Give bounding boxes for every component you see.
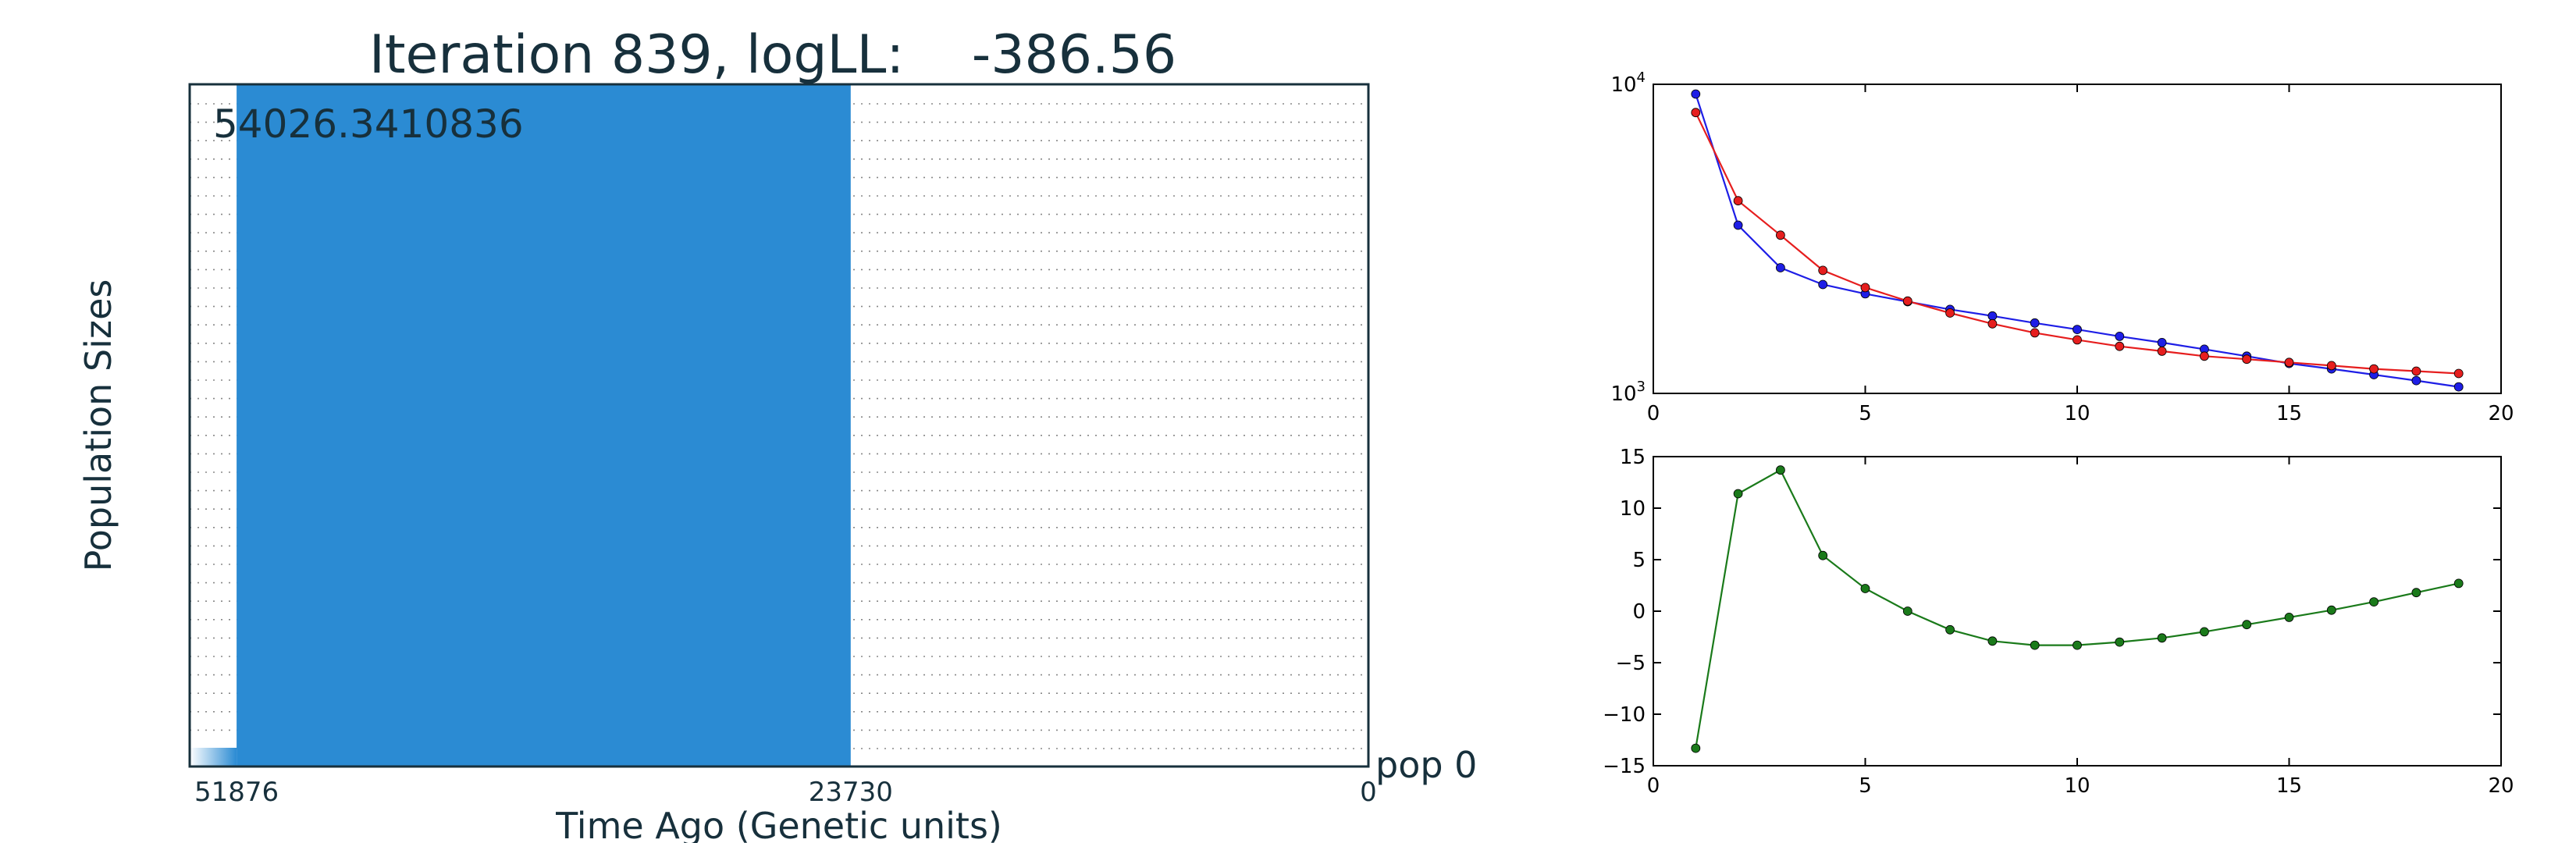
data-point-green xyxy=(2242,620,2252,630)
x-tick-label: 5 xyxy=(1859,402,1872,425)
data-point-green xyxy=(2157,633,2167,643)
data-point-red xyxy=(2030,328,2040,338)
data-point-green xyxy=(2030,640,2040,650)
diff-chart: 0 5 10 15 20 15 10 5 0 −5 −10 −15 xyxy=(1603,446,2514,798)
data-point-red xyxy=(2326,361,2336,371)
data-point-red xyxy=(2242,354,2252,365)
data-point-red xyxy=(2199,351,2209,361)
data-point-red xyxy=(1860,283,1870,293)
data-point-green xyxy=(1987,636,1998,646)
y-tick-label: −5 xyxy=(1616,652,1646,675)
data-point-green xyxy=(1818,550,1828,560)
data-point-green xyxy=(2284,613,2294,622)
data-point-green xyxy=(1775,465,1785,475)
plot-frame xyxy=(188,83,1370,768)
x-tick-label: 51876 xyxy=(194,777,279,808)
y-tick-label: 15 xyxy=(1620,446,1646,469)
data-point-red xyxy=(1987,318,1998,329)
x-tick-label: 0 xyxy=(1647,774,1660,798)
diff-plot-frame xyxy=(1653,456,2502,767)
log-chart: 0 5 10 15 20 103 104 xyxy=(1610,69,2514,425)
population-block xyxy=(237,84,851,767)
data-point-green xyxy=(1902,606,1912,616)
data-point-blue xyxy=(1691,89,1701,99)
data-point-red xyxy=(2157,346,2167,356)
y-tick-label: 5 xyxy=(1632,549,1646,572)
data-point-green xyxy=(1733,489,1743,499)
x-tick-label: 20 xyxy=(2488,774,2514,798)
data-point-green xyxy=(1691,743,1701,753)
y-tick-label: −15 xyxy=(1603,755,1646,778)
x-tick-label: 10 xyxy=(2064,402,2090,425)
data-point-blue xyxy=(1733,220,1743,230)
data-point-blue xyxy=(1818,279,1828,290)
data-point-red xyxy=(1945,308,1955,318)
diff-axis-ticks: 0 5 10 15 20 15 10 5 0 −5 −10 −15 xyxy=(1603,446,2514,798)
log-series xyxy=(1691,89,2464,392)
time-annotation: 54026.3410836 xyxy=(213,101,524,147)
data-point-red xyxy=(1775,230,1785,240)
data-point-blue xyxy=(2073,325,2082,335)
x-tick-label: 0 xyxy=(1360,777,1377,808)
data-point-red xyxy=(2369,364,2379,374)
y-tick-label: −10 xyxy=(1603,703,1646,727)
data-point-green xyxy=(2453,578,2464,589)
data-point-blue xyxy=(2115,331,2125,341)
diff-series xyxy=(1691,465,2464,753)
data-point-green xyxy=(1860,584,1870,593)
data-point-red xyxy=(2115,341,2125,351)
data-point-blue xyxy=(2157,337,2167,347)
data-point-red xyxy=(2453,368,2464,379)
x-axis-label: Time Ago (Genetic units) xyxy=(555,805,1002,843)
data-point-green xyxy=(2411,588,2421,598)
data-point-green xyxy=(2199,627,2209,637)
x-tick-label: 20 xyxy=(2488,402,2514,425)
data-point-red xyxy=(2411,366,2421,376)
data-point-red xyxy=(1691,108,1701,118)
x-tick-label: 0 xyxy=(1647,402,1660,425)
y-tick-label: 0 xyxy=(1632,600,1646,624)
data-point-green xyxy=(2115,637,2125,647)
data-point-blue xyxy=(2030,318,2040,328)
data-point-red xyxy=(2073,335,2082,345)
data-point-red xyxy=(1733,196,1743,206)
x-tick-label: 10 xyxy=(2064,774,2090,798)
y-tick-label: 103 xyxy=(1610,379,1646,406)
pop-label: pop 0 xyxy=(1375,744,1477,786)
x-tick-label: 5 xyxy=(1859,774,1872,798)
x-tick-label: 15 xyxy=(2276,774,2302,798)
data-point-red xyxy=(2284,357,2294,368)
x-tick-label: 15 xyxy=(2276,402,2302,425)
y-tick-label: 104 xyxy=(1610,69,1646,97)
x-tick-label: 23730 xyxy=(809,777,893,808)
population-fade-strip xyxy=(190,748,237,767)
x-tick-labels: 51876 23730 0 xyxy=(194,777,1377,808)
chart-title: Iteration 839, logLL: -386.56 xyxy=(369,24,1176,86)
y-tick-label: 10 xyxy=(1620,497,1646,521)
data-point-green xyxy=(2073,640,2082,650)
y-axis-label: Population Sizes xyxy=(77,279,119,572)
data-point-green xyxy=(1945,624,1955,635)
data-point-blue xyxy=(2411,375,2421,386)
data-point-green xyxy=(2326,605,2336,615)
main-chart: Iteration 839, logLL: -386.56 54026.3410… xyxy=(77,24,1477,843)
data-point-blue xyxy=(1987,311,1998,321)
data-point-green xyxy=(2369,597,2379,606)
data-point-red xyxy=(1818,265,1828,276)
data-point-blue xyxy=(1775,263,1785,272)
data-point-red xyxy=(1902,296,1912,306)
data-point-blue xyxy=(2453,382,2464,392)
